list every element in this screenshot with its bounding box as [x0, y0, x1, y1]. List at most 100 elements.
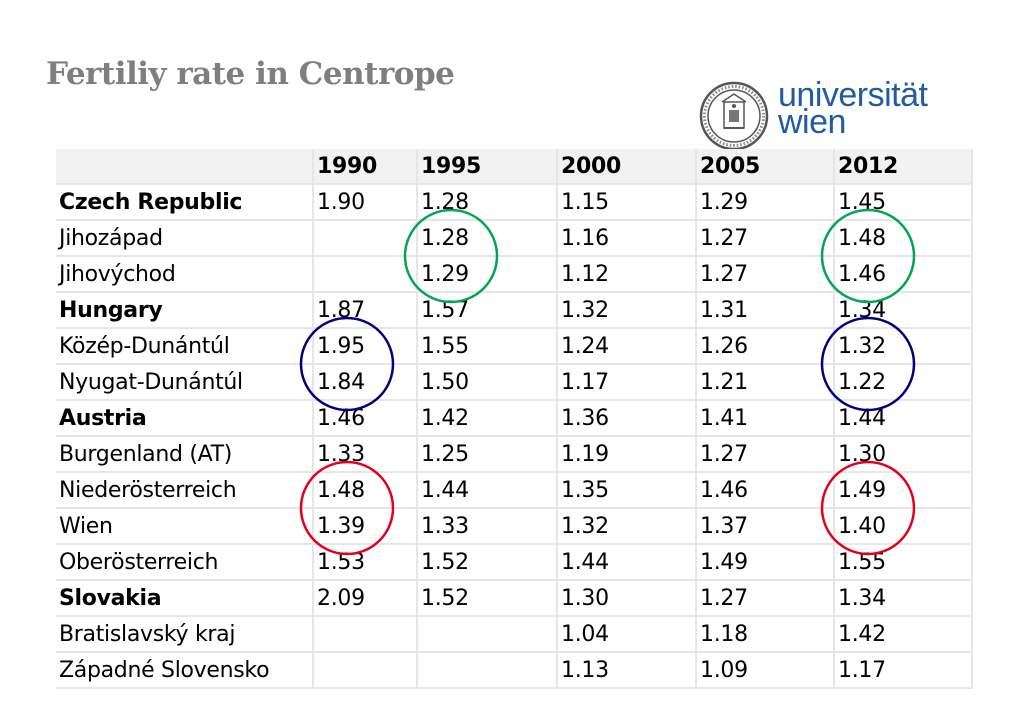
table-row: Niederösterreich 1.48 1.44 1.35 1.46 1.49 — [56, 471, 973, 508]
rate-cell: 1.49 — [696, 543, 835, 580]
rate-cell: 1.48 — [834, 219, 973, 256]
table-row: Burgenland (AT) 1.33 1.25 1.19 1.27 1.30 — [56, 435, 973, 472]
logo-line-2: wien — [778, 103, 846, 141]
rate-cell: 1.33 — [313, 435, 418, 472]
region-name-cell: Niederösterreich — [56, 471, 314, 508]
rate-cell: 1.39 — [313, 507, 418, 544]
table-row: Bratislavský kraj 1.04 1.18 1.42 — [56, 615, 973, 652]
rate-cell — [417, 615, 558, 652]
rate-cell: 1.04 — [557, 615, 697, 652]
rate-cell: 1.22 — [834, 363, 973, 400]
rate-cell: 1.15 — [557, 183, 697, 220]
header-cell-region — [56, 149, 314, 184]
rate-cell: 1.29 — [417, 255, 558, 292]
rate-cell: 1.37 — [696, 507, 835, 544]
rate-cell: 1.09 — [696, 651, 835, 689]
rate-cell: 1.12 — [557, 255, 697, 292]
header-cell-year: 2005 — [696, 149, 835, 184]
rate-cell — [313, 219, 418, 256]
rate-cell — [313, 651, 418, 689]
rate-cell: 1.87 — [313, 291, 418, 328]
rate-cell: 1.44 — [417, 471, 558, 508]
rate-cell: 1.32 — [834, 327, 973, 364]
rate-cell: 1.46 — [834, 255, 973, 292]
rate-cell: 1.52 — [417, 543, 558, 580]
rate-cell: 1.17 — [834, 651, 973, 689]
rate-cell: 1.48 — [313, 471, 418, 508]
region-name-cell: Nyugat-Dunántúl — [56, 363, 314, 400]
rate-cell — [417, 651, 558, 689]
rate-cell: 1.27 — [696, 435, 835, 472]
rate-cell: 1.41 — [696, 399, 835, 436]
table-row: Austria 1.46 1.42 1.36 1.41 1.44 — [56, 399, 973, 436]
university-logo: universität wien — [698, 76, 958, 151]
region-name-cell: Jihovýchod — [56, 255, 314, 292]
rate-cell: 1.42 — [417, 399, 558, 436]
table-row: Jihozápad 1.28 1.16 1.27 1.48 — [56, 219, 973, 256]
rate-cell: 1.45 — [834, 183, 973, 220]
rate-cell: 1.27 — [696, 255, 835, 292]
region-name-cell: Jihozápad — [56, 219, 314, 256]
logo-wordmark: universität wien — [778, 76, 928, 141]
header-cell-year: 2000 — [557, 149, 697, 184]
header-cell-year: 2012 — [834, 149, 973, 184]
rate-cell: 1.27 — [696, 579, 835, 616]
rate-cell: 1.34 — [834, 579, 973, 616]
country-name-cell: Austria — [56, 399, 314, 436]
table-row: Slovakia 2.09 1.52 1.30 1.27 1.34 — [56, 579, 973, 616]
rate-cell: 1.55 — [834, 543, 973, 580]
rate-cell: 1.13 — [557, 651, 697, 689]
table-row: Oberösterreich 1.53 1.52 1.44 1.49 1.55 — [56, 543, 973, 580]
rate-cell: 1.30 — [557, 579, 697, 616]
rate-cell: 2.09 — [313, 579, 418, 616]
rate-cell: 1.90 — [313, 183, 418, 220]
rate-cell: 1.21 — [696, 363, 835, 400]
rate-cell: 1.32 — [557, 291, 697, 328]
slide-title: Fertiliy rate in Centrope — [46, 56, 455, 92]
rate-cell: 1.57 — [417, 291, 558, 328]
country-name-cell: Czech Republic — [56, 183, 314, 220]
region-name-cell: Burgenland (AT) — [56, 435, 314, 472]
table-row: Západné Slovensko 1.13 1.09 1.17 — [56, 651, 973, 689]
rate-cell: 1.25 — [417, 435, 558, 472]
rate-cell: 1.26 — [696, 327, 835, 364]
rate-cell: 1.16 — [557, 219, 697, 256]
rate-cell: 1.17 — [557, 363, 697, 400]
rate-cell: 1.36 — [557, 399, 697, 436]
rate-cell: 1.24 — [557, 327, 697, 364]
region-name-cell: Bratislavský kraj — [56, 615, 314, 652]
region-name-cell: Západné Slovensko — [56, 651, 314, 689]
region-name-cell: Közép-Dunántúl — [56, 327, 314, 364]
rate-cell: 1.30 — [834, 435, 973, 472]
rate-cell — [313, 615, 418, 652]
table-header-row: 1990 1995 2000 2005 2012 — [56, 149, 973, 184]
university-seal-icon — [699, 81, 769, 151]
country-name-cell: Hungary — [56, 291, 314, 328]
region-name-cell: Oberösterreich — [56, 543, 314, 580]
rate-cell: 1.29 — [696, 183, 835, 220]
table-row: Közép-Dunántúl 1.95 1.55 1.24 1.26 1.32 — [56, 327, 973, 364]
rate-cell: 1.84 — [313, 363, 418, 400]
header-cell-year: 1990 — [313, 149, 418, 184]
country-name-cell: Slovakia — [56, 579, 314, 616]
table-row: Czech Republic 1.90 1.28 1.15 1.29 1.45 — [56, 183, 973, 220]
rate-cell: 1.44 — [834, 399, 973, 436]
rate-cell: 1.19 — [557, 435, 697, 472]
table-row: Wien 1.39 1.33 1.32 1.37 1.40 — [56, 507, 973, 544]
rate-cell: 1.55 — [417, 327, 558, 364]
rate-cell: 1.27 — [696, 219, 835, 256]
rate-cell: 1.44 — [557, 543, 697, 580]
rate-cell: 1.31 — [696, 291, 835, 328]
rate-cell — [313, 255, 418, 292]
logo-line-1: universität — [778, 76, 928, 114]
rate-cell: 1.34 — [834, 291, 973, 328]
table-row: Hungary 1.87 1.57 1.32 1.31 1.34 — [56, 291, 973, 328]
region-name-cell: Wien — [56, 507, 314, 544]
rate-cell: 1.28 — [417, 219, 558, 256]
rate-cell: 1.28 — [417, 183, 558, 220]
rate-cell: 1.53 — [313, 543, 418, 580]
rate-cell: 1.18 — [696, 615, 835, 652]
rate-cell: 1.46 — [696, 471, 835, 508]
header-cell-year: 1995 — [417, 149, 558, 184]
rate-cell: 1.46 — [313, 399, 418, 436]
